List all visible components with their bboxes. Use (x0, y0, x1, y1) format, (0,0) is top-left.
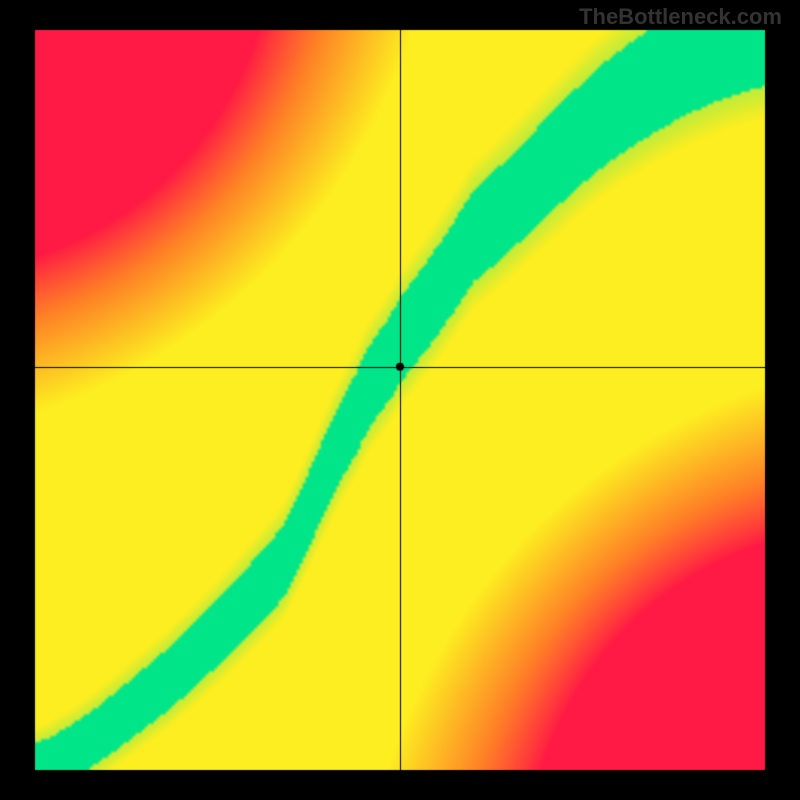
heatmap-canvas (0, 0, 800, 800)
chart-container: TheBottleneck.com (0, 0, 800, 800)
watermark-text: TheBottleneck.com (579, 4, 782, 30)
